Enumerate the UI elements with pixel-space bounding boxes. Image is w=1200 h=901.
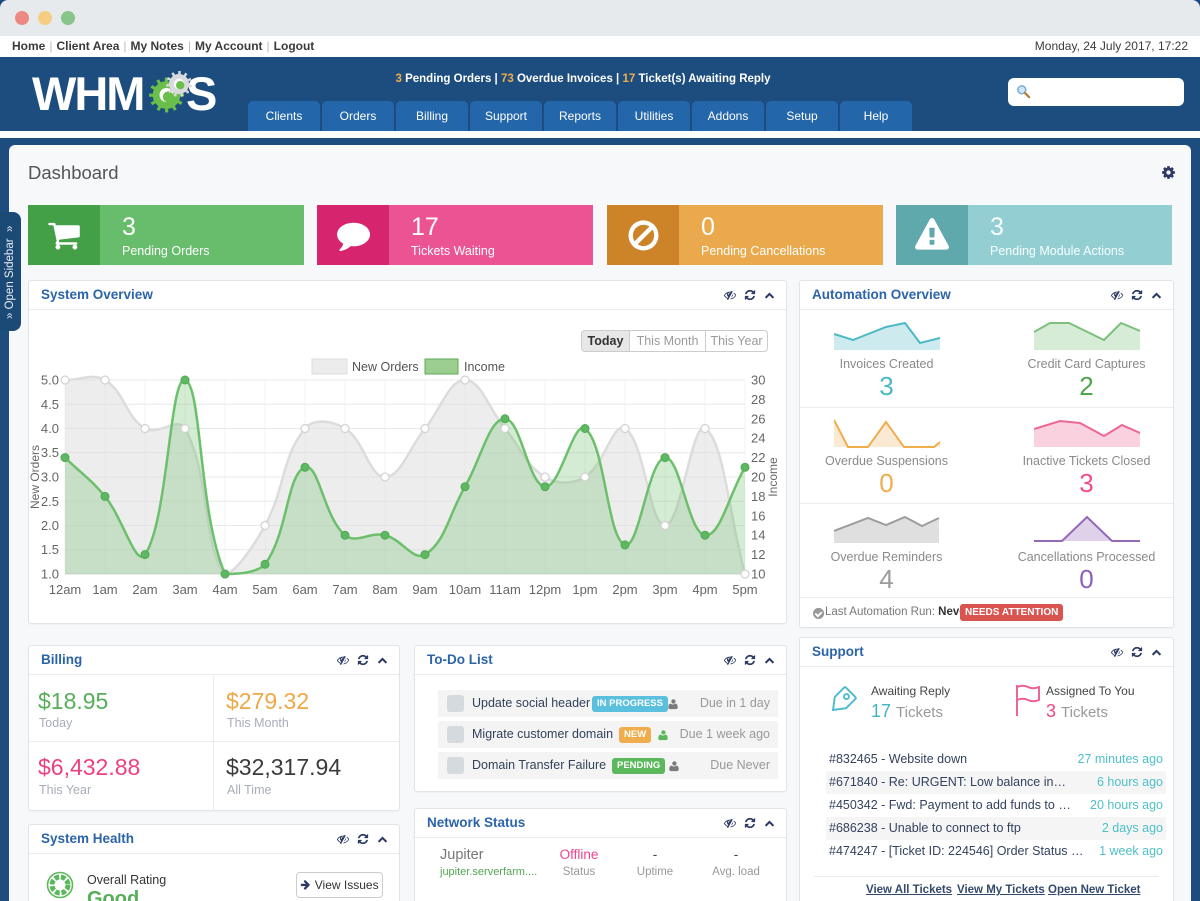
svg-text:1.5: 1.5 [41, 542, 59, 557]
svg-text:6am: 6am [292, 582, 317, 597]
svg-text:2pm: 2pm [612, 582, 637, 597]
svg-text:11am: 11am [489, 582, 521, 597]
svg-text:4.0: 4.0 [41, 421, 59, 436]
svg-text:30: 30 [751, 373, 765, 388]
svg-text:3am: 3am [172, 582, 197, 597]
svg-text:24: 24 [751, 431, 765, 446]
svg-text:16: 16 [751, 508, 765, 523]
svg-text:12: 12 [751, 547, 765, 562]
svg-text:2.0: 2.0 [41, 518, 59, 533]
svg-text:18: 18 [751, 489, 765, 504]
svg-text:14: 14 [751, 528, 765, 543]
svg-text:8am: 8am [372, 582, 397, 597]
svg-text:20: 20 [751, 470, 765, 485]
svg-text:3.0: 3.0 [41, 470, 59, 485]
svg-text:3.5: 3.5 [41, 445, 59, 460]
svg-text:5am: 5am [252, 582, 277, 597]
svg-text:10am: 10am [449, 582, 482, 597]
svg-text:5pm: 5pm [732, 582, 757, 597]
svg-text:9am: 9am [412, 582, 437, 597]
svg-text:2.5: 2.5 [41, 494, 59, 509]
svg-text:10: 10 [751, 567, 765, 582]
svg-text:New Orders: New Orders [29, 445, 42, 509]
svg-text:1am: 1am [92, 582, 117, 597]
svg-text:22: 22 [751, 450, 765, 465]
svg-text:7am: 7am [332, 582, 357, 597]
svg-text:4am: 4am [212, 582, 237, 597]
svg-text:28: 28 [751, 392, 765, 407]
svg-text:3pm: 3pm [652, 582, 677, 597]
svg-text:26: 26 [751, 411, 765, 426]
svg-text:4.5: 4.5 [41, 397, 59, 412]
svg-text:4pm: 4pm [692, 582, 717, 597]
svg-text:New Orders: New Orders [352, 360, 419, 374]
svg-text:1pm: 1pm [572, 582, 597, 597]
svg-text:Income: Income [766, 457, 780, 497]
svg-text:1.0: 1.0 [41, 567, 59, 582]
svg-text:12am: 12am [49, 582, 82, 597]
svg-text:Income: Income [464, 360, 505, 374]
svg-text:12pm: 12pm [529, 582, 562, 597]
svg-text:2am: 2am [132, 582, 157, 597]
svg-text:5.0: 5.0 [41, 373, 59, 388]
